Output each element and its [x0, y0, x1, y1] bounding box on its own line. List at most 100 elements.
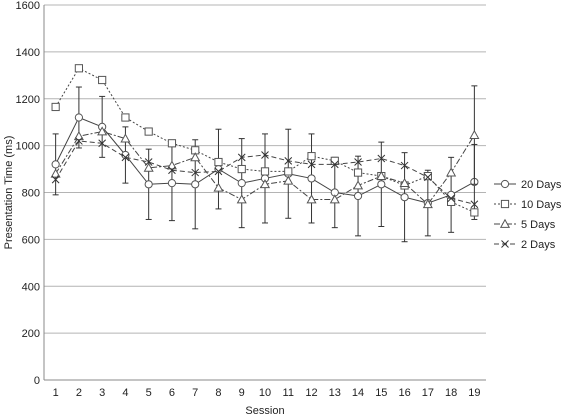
data-point: [51, 160, 60, 169]
x-tick-label: 17: [422, 387, 434, 399]
y-tick-label: 0: [34, 375, 40, 387]
data-point: [307, 152, 316, 161]
data-point: [144, 180, 153, 189]
data-point: [120, 133, 131, 143]
x-tick-labels: 1 2 3 4 5 6 7 8 9 10 11 12 13 14 15 16 17 18 19: [53, 387, 481, 399]
x-tick-label: 7: [192, 387, 198, 399]
data-point: [447, 190, 456, 199]
data-point: [469, 129, 480, 139]
data-point: [75, 137, 83, 145]
data-point: [237, 153, 246, 162]
legend: 20 Days 10 Days 5 Days 2 Days: [494, 179, 562, 251]
data-point: [470, 208, 479, 217]
x-tick-label: 14: [352, 387, 364, 399]
data-point: [73, 131, 84, 141]
y-tick-labels: 0 200 400 600 800 1000 1200 1400 1600: [16, 0, 40, 387]
data-point: [377, 180, 386, 189]
x-tick-label: 3: [99, 387, 105, 399]
data-point: [283, 175, 294, 185]
data-point: [260, 167, 270, 176]
series-20-days: [51, 86, 479, 243]
data-point: [168, 166, 176, 175]
data-point: [353, 180, 364, 190]
data-point: [74, 64, 83, 73]
data-point: [422, 198, 433, 209]
data-point: [121, 113, 130, 122]
y-tick-label: 800: [22, 188, 40, 200]
data-point: [423, 173, 432, 182]
y-tick-label: 200: [22, 328, 40, 340]
data-point: [470, 200, 479, 209]
data-point: [377, 154, 386, 163]
x-tick-label: 9: [239, 387, 245, 399]
data-point: [214, 167, 223, 176]
data-point: [447, 194, 455, 203]
series-5-days: [50, 85, 480, 209]
data-point: [166, 160, 177, 170]
legend-marker: [500, 179, 510, 189]
legend-marker: [499, 218, 511, 228]
data-point: [330, 156, 339, 165]
x-tick-label: 19: [468, 387, 480, 399]
x-tick-label: 5: [146, 387, 152, 399]
data-point: [446, 167, 457, 177]
data-point: [307, 174, 316, 183]
data-point: [284, 157, 293, 165]
data-point: [143, 162, 154, 172]
data-point: [121, 153, 130, 162]
x-tick-label: 13: [329, 387, 341, 399]
data-point: [237, 179, 246, 188]
data-point: [167, 179, 177, 188]
series-2-days: [51, 137, 479, 209]
data-point: [330, 160, 339, 169]
data-point: [306, 194, 317, 204]
legend-label: 20 Days: [521, 179, 562, 191]
data-point: [97, 126, 108, 136]
data-point: [400, 193, 409, 202]
data-point: [259, 179, 271, 189]
data-point: [144, 158, 153, 166]
data-point: [98, 75, 107, 85]
axes: [43, 5, 486, 381]
legend-label: 5 Days: [521, 219, 556, 231]
data-point: [98, 139, 107, 148]
x-tick-label: 18: [445, 387, 457, 399]
y-tick-label: 400: [22, 281, 40, 293]
series-group: [50, 64, 480, 243]
data-point: [284, 167, 293, 176]
data-point: [167, 139, 177, 148]
data-point: [353, 168, 363, 177]
x-tick-label: 10: [259, 387, 271, 399]
data-point: [376, 170, 387, 180]
x-tick-label: 16: [398, 387, 410, 399]
legend-marker: [500, 199, 510, 209]
data-point: [329, 194, 340, 204]
data-point: [213, 182, 224, 192]
y-tick-label: 1200: [16, 94, 40, 106]
x-tick-label: 8: [215, 387, 221, 399]
x-tick-label: 12: [305, 387, 317, 399]
y-tick-label: 1400: [16, 47, 40, 59]
data-point: [353, 191, 363, 201]
data-point: [237, 164, 246, 174]
data-point: [191, 180, 200, 189]
y-tick-label: 600: [22, 234, 40, 246]
data-point: [423, 171, 432, 181]
y-tick-label: 1000: [16, 141, 40, 153]
data-point: [214, 157, 223, 167]
x-tick-label: 4: [122, 387, 128, 399]
y-axis-title: Presentation Time (ms): [3, 136, 15, 250]
y-tick-label: 1600: [16, 0, 40, 12]
data-point: [74, 113, 83, 122]
data-point: [51, 175, 60, 184]
x-tick-label: 11: [283, 387, 294, 399]
data-point: [51, 102, 60, 112]
data-point: [354, 158, 362, 166]
data-point: [190, 152, 201, 162]
legend-label: 2 Days: [521, 239, 556, 251]
x-tick-label: 2: [76, 387, 82, 399]
data-point: [144, 127, 153, 136]
data-point: [399, 177, 410, 187]
x-tick-label: 15: [375, 387, 387, 399]
